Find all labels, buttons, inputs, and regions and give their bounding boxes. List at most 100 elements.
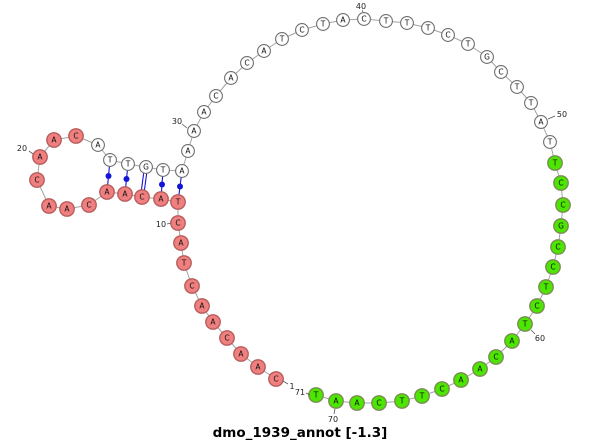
label-tick: [305, 392, 311, 396]
nucleotide-base: A: [201, 108, 207, 117]
nucleotide-base: C: [34, 176, 39, 185]
nucleotide-47: C: [494, 65, 508, 79]
nucleotide-base: T: [125, 160, 131, 169]
position-label: 20: [17, 144, 27, 153]
nucleotide-circle: [488, 349, 504, 365]
basepair-layer: [105, 166, 183, 195]
nucleotide-5: A: [205, 314, 221, 330]
nucleotide-base: C: [555, 243, 560, 252]
nucleotide-40: C: [357, 12, 371, 26]
nucleotide-44: C: [441, 28, 455, 42]
nucleotide-39: A: [336, 13, 350, 27]
nucleotide-base: A: [37, 153, 43, 162]
label-tick: [28, 150, 34, 155]
nucleotide-circle: [504, 333, 520, 349]
nucleotide-circle: [357, 12, 371, 26]
nucleotide-53: C: [553, 175, 569, 191]
nucleotide-base: T: [383, 17, 389, 26]
nucleotide-circle: [184, 278, 200, 294]
nucleotide-base: C: [376, 399, 381, 408]
nucleotide-circle: [336, 13, 350, 27]
basepair-dot: [123, 176, 130, 182]
nucleotide-circle: [295, 23, 309, 37]
nucleotide-9: A: [173, 235, 189, 251]
nucleotide-35: A: [257, 44, 271, 58]
nucleotide-base: A: [199, 302, 205, 311]
nucleotide-base: T: [522, 320, 528, 329]
nucleotide-circle: [29, 172, 45, 188]
nucleotide-base: C: [189, 282, 194, 291]
nucleotide-circle: [453, 372, 469, 388]
nucleotide-base: T: [425, 24, 431, 33]
nucleotide-base: C: [299, 26, 304, 35]
nucleotide-base: A: [95, 141, 101, 150]
nucleotide-67: T: [394, 393, 410, 409]
nucleotide-11: T: [170, 194, 186, 210]
nucleotide-base: C: [445, 31, 450, 40]
nucleotide-base: C: [558, 179, 563, 188]
label-tick: [361, 9, 364, 13]
nucleotide-base: C: [439, 385, 444, 394]
nucleotide-circle: [170, 194, 186, 210]
nucleotide-circle: [233, 346, 249, 362]
nucleotide-base: T: [547, 138, 553, 147]
label-tick: [181, 123, 188, 129]
nucleotide-circle: [46, 132, 62, 148]
nucleotide-circle: [534, 115, 548, 129]
nucleotide-42: T: [400, 16, 414, 30]
nucleotide-46: G: [480, 50, 494, 64]
label-tick: [166, 222, 172, 225]
nucleotide-12: A: [153, 191, 169, 207]
nucleotide-base: T: [181, 259, 187, 268]
nucleotide-circle: [81, 197, 97, 213]
nucleotide-base: G: [558, 222, 564, 231]
nucleotide-70: A: [328, 393, 344, 409]
nucleotide-base: T: [175, 198, 181, 207]
nucleotide-23: A: [91, 138, 105, 152]
nucleotide-base: A: [178, 239, 184, 248]
nucleotide-base: C: [534, 302, 539, 311]
nucleotide-circle: [553, 218, 569, 234]
nucleotide-20: A: [32, 149, 48, 165]
nucleotide-base: T: [313, 391, 319, 400]
nucleotide-19: C: [29, 172, 45, 188]
position-label: 60: [535, 334, 545, 343]
nucleotide-60: T: [517, 316, 533, 332]
nucleotide-circle: [461, 37, 475, 51]
nucleotide-17: A: [59, 201, 75, 217]
nucleotide-13: C: [134, 189, 150, 205]
nucleotide-circle: [349, 395, 365, 411]
nucleotide-30: A: [187, 124, 201, 138]
nucleotide-63: A: [472, 361, 488, 377]
nucleotide-base: A: [179, 167, 185, 176]
nucleotide-base: A: [64, 205, 70, 214]
nucleotide-base: A: [354, 399, 360, 408]
nucleotide-base: C: [73, 132, 78, 141]
nucleotide-base: A: [158, 195, 164, 204]
nucleotide-circle: [176, 255, 192, 271]
nucleotide-circle: [555, 197, 571, 213]
nucleotide-49: T: [524, 96, 538, 110]
nucleotide-base: C: [493, 353, 498, 362]
nucleotide-base: C: [361, 15, 366, 24]
nucleotide-circle: [316, 17, 330, 31]
nucleotide-base: A: [228, 74, 234, 83]
nucleotide-circle: [510, 80, 524, 94]
nucleotide-base: A: [509, 337, 515, 346]
nucleotide-68: C: [371, 395, 387, 411]
nucleotide-circle: [434, 381, 450, 397]
nucleotide-51: T: [543, 135, 557, 149]
nucleotide-base: A: [238, 350, 244, 359]
nucleotide-circle: [187, 124, 201, 138]
nucleotide-circle: [268, 371, 284, 387]
nucleotide-31: A: [197, 105, 211, 119]
nucleotide-base: A: [104, 188, 110, 197]
nucleotide-15: A: [99, 184, 115, 200]
position-label: 70: [328, 415, 338, 424]
nucleotide-10: C: [170, 215, 186, 231]
nucleotide-base: A: [51, 136, 57, 145]
nucleotide-circle: [209, 89, 223, 103]
nucleotide-circle: [257, 44, 271, 58]
nucleotide-37: C: [295, 23, 309, 37]
